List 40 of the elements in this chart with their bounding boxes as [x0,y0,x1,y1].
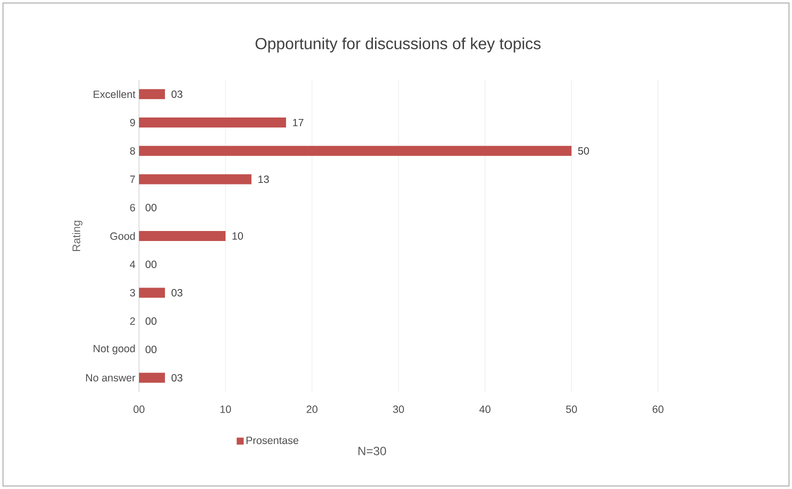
data-label: 13 [258,176,269,183]
bar [139,89,165,100]
x-tick-label: 20 [306,406,318,413]
x-tick-label: 00 [134,406,144,413]
y-tick-label: 4 [130,260,136,268]
data-label: 00 [146,346,156,354]
x-tick-label: 30 [393,406,404,413]
y-tick-label: No answer [86,374,136,382]
text: N=30 [358,446,386,456]
y-axis-title: Rating [72,220,82,251]
legend-label: Prosentase [246,436,298,444]
x-tick-label: 60 [652,406,664,413]
bar [139,174,252,184]
data-label: 03 [172,289,182,296]
bar [139,118,286,128]
y-tick-label: Not good [94,344,135,354]
data-label: 50 [578,147,589,155]
x-tick-label: 10 [220,406,231,413]
data-label: 10 [232,232,243,240]
data-label: 00 [146,204,156,212]
y-tick-label: 8 [130,147,136,155]
y-tick-label: 7 [130,176,135,183]
bar [139,372,165,383]
bar [139,230,226,241]
bar [139,288,165,298]
data-label: 03 [172,90,182,98]
x-tick-label: 40 [479,406,490,413]
y-tick-label: 2 [130,317,135,325]
data-label: 00 [146,317,156,325]
y-tick-label: 6 [130,204,136,212]
y-tick-label: 9 [130,118,135,126]
data-label: 03 [172,374,182,382]
bar [139,146,572,156]
data-label: 17 [293,118,304,126]
y-tick-label: Good [110,232,135,240]
x-tick-label: 50 [566,406,577,413]
y-tick-label: Excellent [94,90,136,98]
y-tick-label: 3 [130,289,136,296]
data-label: 00 [146,260,156,268]
chart-title: Opportunity for discussions of key topics [256,38,541,52]
